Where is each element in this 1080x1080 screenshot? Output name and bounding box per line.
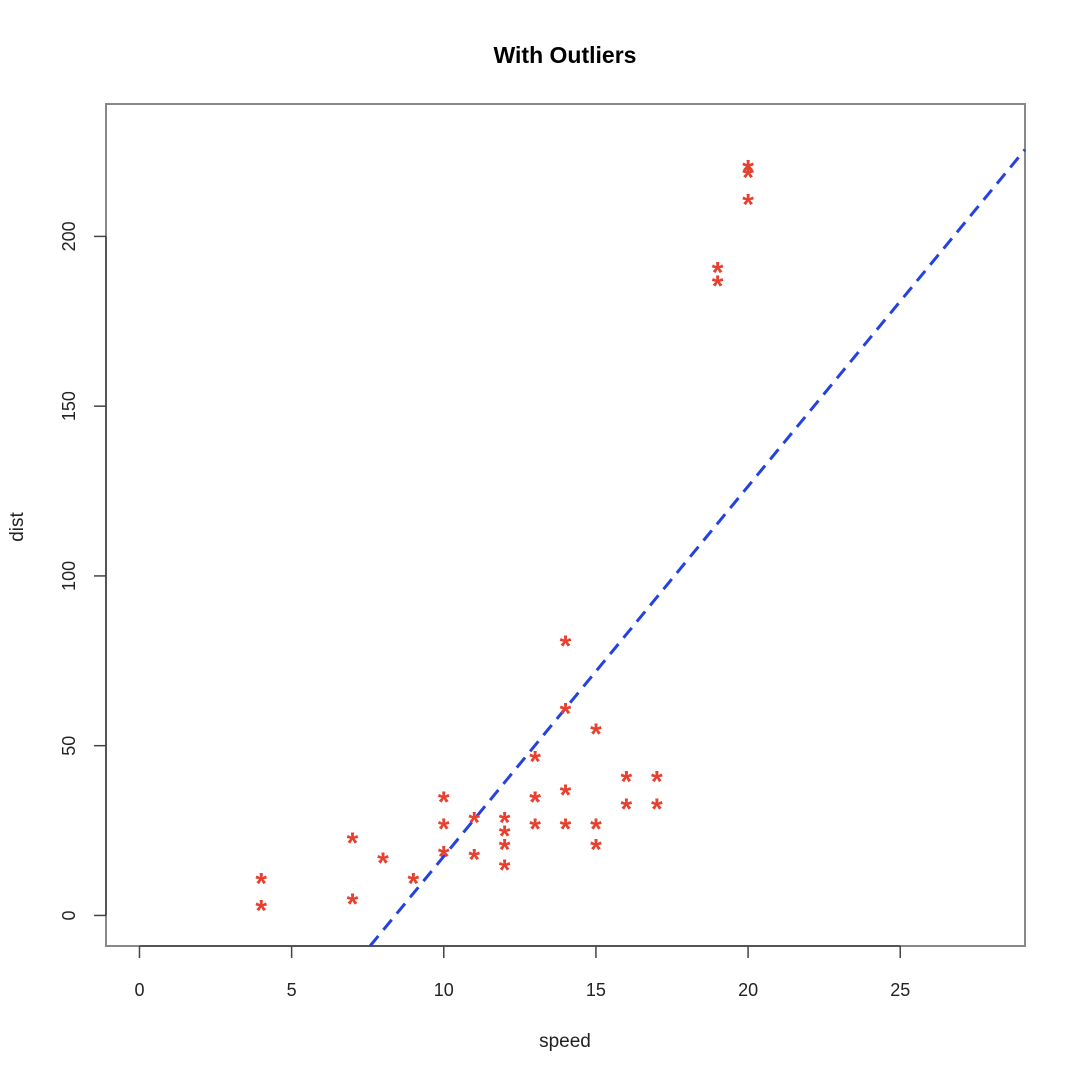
data-point: * [712,270,724,303]
regression-line [368,148,1027,947]
data-point: * [347,827,359,860]
data-point: * [529,786,541,819]
data-points: *************** ******************** [255,155,754,928]
y-axis-label: dist [7,512,28,542]
data-point: * [529,745,541,778]
data-point: * [468,844,480,877]
y-tick-label: 200 [59,221,79,251]
data-point: * [499,854,511,887]
y-tick-label: 50 [59,736,79,756]
data-point: * [438,786,450,819]
y-tick-label: 100 [59,561,79,591]
x-axis-label: speed [539,1031,591,1052]
x-tick-label: 20 [738,980,758,1000]
data-point: * [347,888,359,921]
data-point: * [408,867,420,900]
data-point: * [651,793,663,826]
data-point: * [499,806,511,839]
y-axis: 0 50 100 150 200 [59,221,107,920]
data-point: * [499,834,511,867]
x-tick-label: 0 [134,980,144,1000]
data-point: * [742,188,754,221]
x-axis: 0 5 10 15 20 25 [134,945,910,1000]
data-point: * [590,718,602,751]
x-tick-label: 10 [434,980,454,1000]
data-point: * [621,766,633,799]
data-point: * [560,698,572,731]
data-point: * [621,793,633,826]
data-point: * [742,155,754,188]
data-point: * [468,806,480,839]
x-tick-label: 15 [586,980,606,1000]
data-point: * [438,840,450,873]
data-point: * [529,786,541,819]
x-tick-label: 25 [890,980,910,1000]
data-point: * [590,813,602,846]
regression-line-group [368,148,1027,947]
data-point: * [560,630,572,663]
chart-title: With Outliers [494,42,637,68]
data-point: * [712,256,724,289]
data-point: * [255,895,267,928]
x-tick-label: 5 [287,980,297,1000]
data-point: * [255,867,267,900]
data-point: * [560,813,572,846]
data-point: * [438,813,450,846]
data-point: * [529,813,541,846]
y-tick-label: 0 [59,910,79,920]
data-point: * [377,847,389,880]
data-point: * [499,820,511,853]
data-point: * [590,834,602,867]
data-point: * [742,161,754,194]
data-point: * [560,779,572,812]
data-point: * [651,766,663,799]
y-tick-label: 150 [59,391,79,421]
